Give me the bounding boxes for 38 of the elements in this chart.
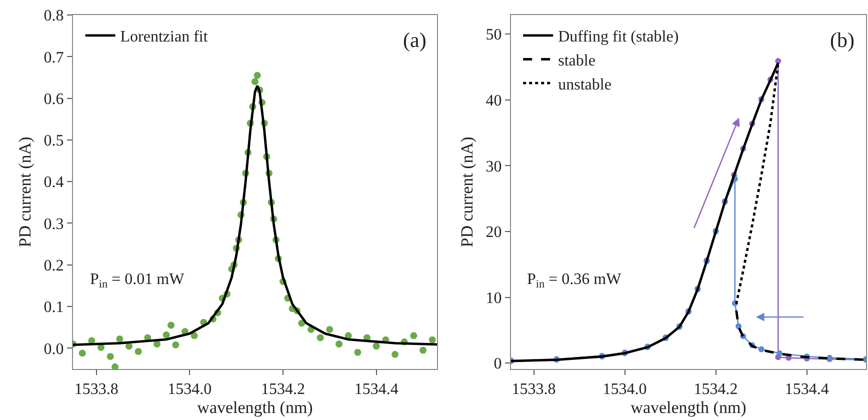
- y-tick-label: 40: [486, 92, 502, 110]
- point: [776, 350, 783, 356]
- y-tick-label: 0.5: [44, 132, 64, 150]
- x-tick-label: 1534.4: [784, 381, 829, 398]
- y-tick-label: 50: [486, 26, 502, 44]
- legend-label: Duffing fit (stable): [558, 28, 679, 46]
- annotation: P$_{in}$ = 0.36 mW: [527, 271, 622, 290]
- x-tick-label: 1534.2: [694, 381, 738, 398]
- y-axis-title: PD current (nA): [15, 136, 34, 248]
- legend-label: stable: [558, 52, 596, 70]
- legend-label: unstable: [558, 76, 612, 94]
- x-axis-title: wavelength (nm): [197, 398, 313, 418]
- x-tick-label: 1534.0: [602, 381, 647, 398]
- y-tick-label: 0.6: [44, 90, 64, 108]
- x-tick-label: 1534.4: [354, 381, 398, 398]
- y-tick-label: 0.2: [44, 257, 64, 274]
- x-tick-label: 1534.0: [168, 381, 212, 398]
- y-tick-label: 0.1: [44, 299, 64, 316]
- point: [775, 58, 782, 64]
- y-tick-label: 0.8: [44, 8, 64, 25]
- legend-label: Lorentzian fit: [120, 28, 208, 46]
- x-tick-label: 1533.8: [512, 381, 556, 398]
- annotation: (a): [403, 28, 426, 52]
- y-tick-label: 20: [486, 224, 502, 242]
- y-tick-label: 10: [486, 290, 502, 307]
- annotation: (b): [830, 28, 854, 52]
- y-tick-label: 0.4: [44, 174, 64, 192]
- y-tick-label: 0: [494, 356, 502, 373]
- x-tick-label: 1533.8: [74, 381, 118, 398]
- y-tick-label: 0.3: [44, 216, 64, 233]
- annotation: P$_{in}$ = 0.01 mW: [90, 271, 186, 290]
- x-axis-title: wavelength (nm): [630, 398, 746, 418]
- y-axis-title: PD current (nA): [457, 136, 476, 248]
- y-tick-label: 0.0: [44, 340, 64, 358]
- y-tick-label: 0.7: [44, 49, 64, 66]
- x-tick-label: 1534.2: [261, 381, 305, 398]
- y-tick-label: 30: [486, 158, 502, 176]
- point: [758, 346, 764, 352]
